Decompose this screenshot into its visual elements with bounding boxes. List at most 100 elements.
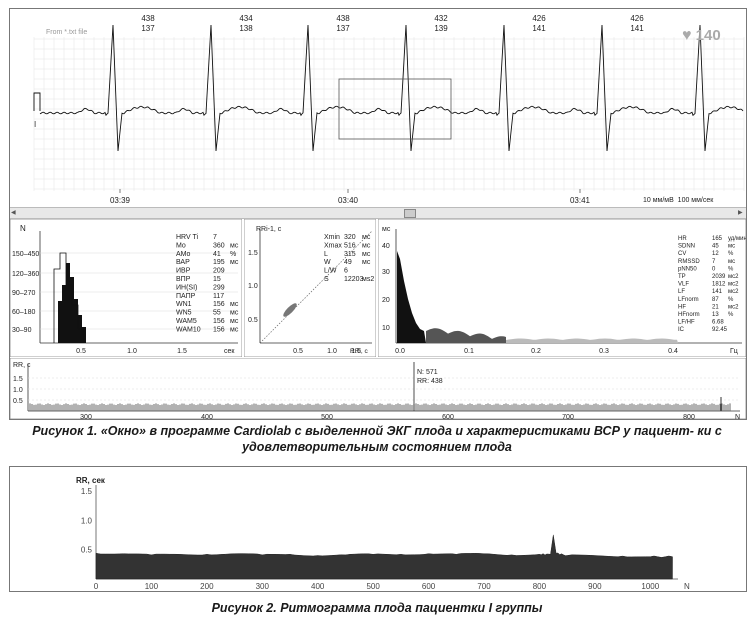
ecg-time-label: 03:39 (110, 196, 131, 205)
heart-icon: ♥ (682, 27, 692, 44)
scatter-stat-value: 12203 (344, 276, 364, 283)
fig2-x-tick: 1000 (641, 582, 659, 591)
scroll-left-icon[interactable]: ◀ (11, 210, 16, 216)
spectrum-stat-value: 6.68 (712, 320, 724, 326)
scatter-stat-unit: мс (362, 234, 371, 241)
ecg-rr-marker-bottom: 141 (532, 24, 546, 33)
scatter-stat-value: 49 (344, 259, 352, 266)
histogram-x-tick: 0.5 (76, 348, 86, 355)
histogram-stat-value: 156 (213, 326, 225, 333)
histogram-bar (70, 277, 74, 343)
fig2-x-tick: 500 (366, 582, 380, 591)
histogram-stat-value: 156 (213, 318, 225, 325)
histogram-stat-unit: мс (230, 301, 239, 308)
ecg-rr-marker-top: 426 (630, 14, 644, 23)
fig2-y-label: RR, сек (76, 476, 106, 485)
histogram-stat-value: 209 (213, 268, 225, 275)
spectrum-stat-value: 87 (712, 297, 719, 303)
scatter-x-tick: 0.5 (293, 348, 303, 355)
spectrum-stat-value: 21 (712, 304, 719, 310)
spectrum-stat-unit: % (728, 251, 734, 257)
fig2-rr-area (95, 534, 673, 580)
spectrum-stat-unit: мс2 (728, 304, 739, 310)
spectrum-stat-unit: уд/мин (728, 236, 746, 242)
fig2-x-tick: 400 (311, 582, 325, 591)
histogram-y-label: N (20, 224, 26, 233)
spectrum-x-tick: 0.0 (395, 348, 405, 355)
rhythmogram-chart: RR, сек 1.5 1.0 0.5 0 100 200 300 400 500 600 700 80… (76, 476, 690, 591)
histogram-stat-name: ИВР (176, 268, 191, 275)
histogram-stat-name: AMo (176, 251, 191, 258)
ecg-rr-marker-top: 432 (434, 14, 448, 23)
spectrum-stat-value: 2039 (712, 274, 726, 280)
ecg-selection-box (338, 78, 452, 140)
spectrum-stat-name: TP (678, 274, 686, 280)
histogram-y-tick: 150–450 (12, 251, 39, 258)
ecg-scrollbar[interactable]: ◀ ▶ (10, 207, 746, 219)
histogram-x-label: сек (224, 348, 235, 355)
spectrum-y-tick: 20 (382, 297, 390, 304)
rhythm-y-tick: 1.5 (13, 376, 23, 383)
spectrum-stat-name: VLF (678, 282, 689, 288)
scatter-y-tick: 1.0 (248, 283, 258, 290)
ecg-time-label: 03:41 (570, 196, 591, 205)
figure-1-caption: Рисунок 1. «Окно» в программе Cardiolab … (32, 424, 722, 454)
histogram-x-tick: 1.5 (177, 348, 187, 355)
scatter-stat-name: Xmax (324, 242, 342, 249)
spectrum-x-tick: 0.2 (531, 348, 541, 355)
spectrum-stat-value: 45 (712, 244, 719, 250)
spectrum-stat-name: LF/HF (678, 320, 695, 326)
ecg-rr-marker-bottom: 139 (434, 24, 448, 33)
spectrum-stat-unit: % (728, 297, 734, 303)
histogram-bar (58, 301, 62, 343)
spectrum-stat-name: HF (678, 304, 686, 310)
fig2-y-tick: 1.0 (81, 516, 93, 525)
scatter-frame (244, 219, 376, 357)
fig2-x-label: N (684, 582, 690, 591)
ecg-rr-marker-top: 438 (336, 14, 350, 23)
ecg-rr-marker-top: 434 (239, 14, 253, 23)
histogram-bar (66, 263, 70, 343)
ecg-panel: I43813743413843813743213942614142614103:… (33, 14, 745, 205)
spectrum-stat-unit: % (728, 266, 734, 272)
histogram-y-tick: 120–360 (12, 271, 39, 278)
histogram-envelope (53, 252, 85, 343)
spectrum-stat-unit: мс (728, 244, 735, 250)
heart-rate-readout: ♥ 140 (682, 27, 721, 45)
spectrum-stat-name: LF (678, 289, 685, 295)
rhythmogram-panel: RR, с 1.5 1.0 0.5 300 400 500 600 700 800 N N: 571 R… (10, 358, 746, 419)
histogram-stat-value: 55 (213, 310, 221, 317)
scatter-y-tick: 1.5 (248, 250, 258, 257)
ecg-source-label: From *.txt file (46, 29, 88, 36)
histogram-stat-value: 195 (213, 259, 225, 266)
rhythm-x-tick: 500 (321, 414, 333, 419)
histogram-stat-name: WN1 (176, 301, 192, 308)
spectrum-y-tick: 30 (382, 269, 390, 276)
scatter-x-label: RRi, с (350, 348, 368, 355)
rhythm-y-label: RR, с (13, 362, 31, 369)
ecg-rr-marker-bottom: 138 (239, 24, 253, 33)
fig2-x-tick: 700 (477, 582, 491, 591)
spectrum-stat-unit: мс2 (728, 274, 739, 280)
histogram-stat-value: 15 (213, 276, 221, 283)
ecg-lead-label: I (34, 120, 36, 129)
histogram-stat-name: WAM5 (176, 318, 197, 325)
scroll-right-icon[interactable]: ▶ (738, 210, 743, 216)
histogram-x-tick: 1.0 (127, 348, 137, 355)
scatter-stat-value: 516 (344, 242, 356, 249)
spectrum-stat-name: SDNN (678, 244, 695, 250)
rhythm-x-tick: 400 (201, 414, 213, 419)
histogram-stat-unit: мс (230, 326, 239, 333)
rhythm-x-tick: 600 (442, 414, 454, 419)
rhythm-x-tick: 300 (80, 414, 92, 419)
spectrum-stat-name: CV (678, 251, 686, 257)
spectrum-stat-unit: мс2 (728, 282, 739, 288)
ecg-rr-marker-bottom: 141 (630, 24, 644, 33)
spectrum-y-tick: 40 (382, 243, 390, 250)
histogram-stat-unit: мс (230, 242, 239, 249)
spectrum-panel: мс 40 30 20 10 0.0 0.1 0.2 0.3 0.4 Гц HR 165 уд/мин SD… (378, 219, 746, 357)
spectrum-stat-value: 92.45 (712, 327, 728, 333)
scroll-thumb[interactable] (404, 209, 416, 218)
histogram-stat-unit: мс (230, 318, 239, 325)
